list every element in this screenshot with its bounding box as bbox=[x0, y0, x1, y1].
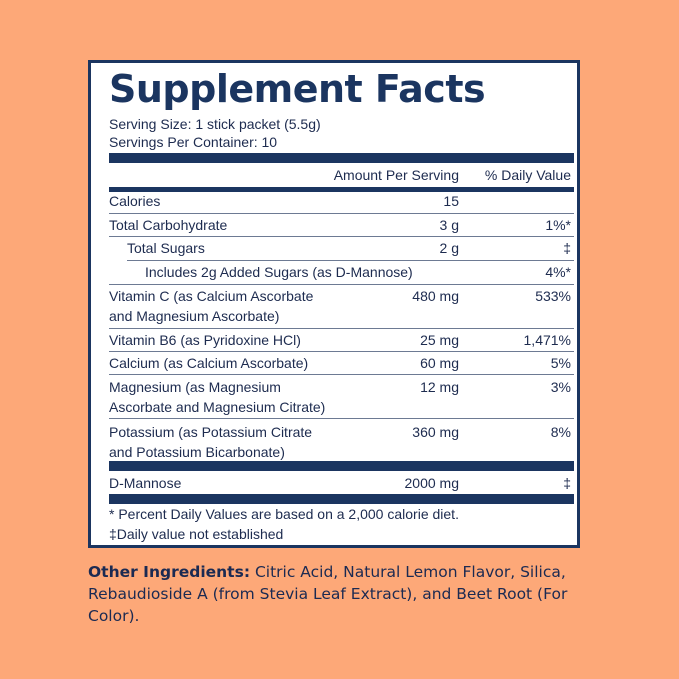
nutrient-name-continued: and Potassium Bicarbonate) bbox=[109, 444, 285, 460]
serving-size: Serving Size: 1 stick packet (5.5g) bbox=[109, 116, 321, 132]
servings-per-container: Servings Per Container: 10 bbox=[109, 134, 278, 150]
row-divider bbox=[109, 284, 574, 285]
nutrient-amount: 15 bbox=[443, 193, 459, 209]
thick-divider bbox=[109, 494, 574, 504]
medium-divider bbox=[109, 187, 574, 192]
thick-divider bbox=[109, 153, 574, 163]
nutrient-name: Calcium (as Calcium Ascorbate) bbox=[109, 355, 309, 371]
table-row: Magnesium (as Magnesium Ascorbate and Ma… bbox=[109, 377, 574, 417]
nutrient-amount: 25 mg bbox=[420, 332, 459, 348]
nutrient-name-continued: and Magnesium Ascorbate) bbox=[109, 308, 280, 324]
row-divider bbox=[109, 213, 574, 214]
nutrient-name: Magnesium (as Magnesium bbox=[109, 379, 281, 395]
other-ingredients-text: Citric Acid, Natural Lemon Flavor, Silic… bbox=[88, 563, 568, 625]
other-ingredients: Other Ingredients: Citric Acid, Natural … bbox=[88, 561, 588, 627]
footnote-daily-values: * Percent Daily Values are based on a 2,… bbox=[109, 506, 459, 522]
nutrient-dv: ‡ bbox=[563, 240, 571, 256]
nutrient-dv: 8% bbox=[550, 424, 571, 440]
row-divider bbox=[109, 328, 574, 329]
row-divider bbox=[109, 351, 574, 352]
nutrient-name: Calories bbox=[109, 193, 161, 209]
row-divider bbox=[109, 236, 574, 237]
nutrient-amount: 12 mg bbox=[420, 379, 459, 395]
row-divider bbox=[109, 374, 574, 375]
panel-title: Supplement Facts bbox=[109, 67, 486, 111]
nutrient-name: Total Carbohydrate bbox=[109, 217, 228, 233]
nutrient-dv: 1%* bbox=[545, 217, 571, 233]
nutrient-amount: 2 g bbox=[439, 240, 459, 256]
nutrient-name: Includes 2g Added Sugars (as D-Mannose) bbox=[145, 264, 413, 280]
table-row: Potassium (as Potassium Citrate and Pota… bbox=[109, 422, 574, 462]
row-divider bbox=[127, 260, 574, 261]
nutrient-dv: 1,471% bbox=[523, 332, 571, 348]
nutrient-name: Vitamin B6 (as Pyridoxine HCl) bbox=[109, 332, 301, 348]
nutrient-dv: 4%* bbox=[545, 264, 571, 280]
supplement-facts-panel: Supplement Facts Serving Size: 1 stick p… bbox=[88, 60, 580, 548]
thick-divider bbox=[109, 461, 574, 471]
row-divider bbox=[109, 418, 574, 419]
table-row: Vitamin C (as Calcium Ascorbate and Magn… bbox=[109, 286, 574, 326]
nutrient-amount: 480 mg bbox=[412, 288, 459, 304]
other-ingredients-label: Other Ingredients: bbox=[88, 563, 251, 581]
nutrient-dv: 5% bbox=[550, 355, 571, 371]
nutrient-name-continued: Ascorbate and Magnesium Citrate) bbox=[109, 399, 326, 415]
nutrient-name: Vitamin C (as Calcium Ascorbate bbox=[109, 288, 314, 304]
nutrient-dv: 533% bbox=[535, 288, 571, 304]
header-amount: Amount Per Serving bbox=[333, 167, 459, 183]
nutrient-amount: 60 mg bbox=[420, 355, 459, 371]
nutrient-name: D-Mannose bbox=[109, 475, 182, 491]
nutrient-amount: 360 mg bbox=[412, 424, 459, 440]
nutrient-name: Potassium (as Potassium Citrate bbox=[109, 424, 313, 440]
nutrient-amount: 3 g bbox=[439, 217, 459, 233]
footnote-not-established: ‡Daily value not established bbox=[109, 526, 284, 542]
header-daily-value: % Daily Value bbox=[484, 167, 571, 183]
nutrient-amount: 2000 mg bbox=[404, 475, 459, 491]
nutrient-name: Total Sugars bbox=[127, 240, 205, 256]
nutrient-dv: ‡ bbox=[563, 475, 571, 491]
nutrient-dv: 3% bbox=[550, 379, 571, 395]
